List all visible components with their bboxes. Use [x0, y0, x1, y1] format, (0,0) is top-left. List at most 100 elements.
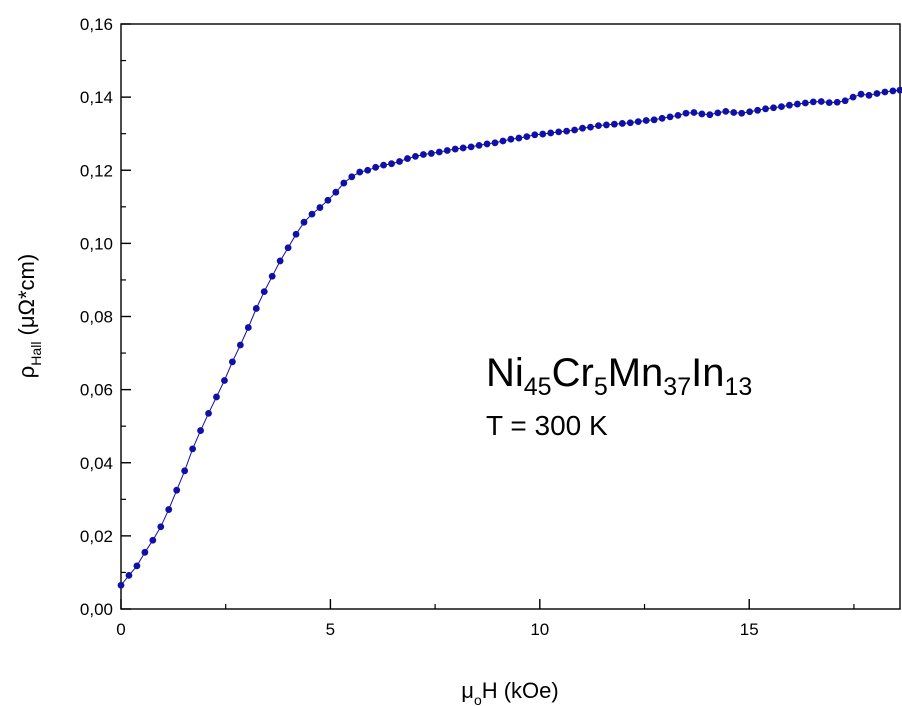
data-point	[865, 91, 873, 99]
data-point	[690, 109, 698, 116]
data-point	[404, 155, 411, 162]
data-point	[618, 120, 626, 127]
data-point	[316, 204, 324, 211]
y-tick-label: 0,08	[80, 308, 113, 327]
data-point	[571, 126, 578, 134]
data-point	[626, 119, 634, 127]
data-point	[308, 210, 316, 218]
data-point	[236, 341, 244, 349]
data-point	[555, 128, 563, 136]
y-tick-label: 0,12	[80, 161, 113, 180]
data-point	[539, 130, 547, 138]
data-point	[809, 98, 817, 106]
data-point	[658, 114, 666, 122]
data-point	[181, 467, 189, 475]
data-point	[889, 87, 897, 95]
data-point	[300, 218, 308, 226]
data-point	[563, 127, 571, 135]
data-point	[714, 109, 722, 117]
data-point	[467, 143, 475, 151]
data-point	[205, 409, 212, 417]
data-point	[284, 244, 292, 252]
data-point	[356, 168, 364, 176]
data-point	[587, 123, 594, 131]
data-point	[451, 145, 459, 153]
data-point	[674, 112, 682, 119]
x-tick-label: 10	[530, 620, 549, 639]
data-point	[762, 105, 769, 113]
data-point	[149, 536, 157, 544]
data-point	[746, 108, 754, 116]
y-tick-label: 0,04	[80, 454, 113, 473]
data-point	[396, 158, 403, 165]
data-point	[857, 90, 865, 98]
data-point	[324, 196, 332, 204]
plot-area	[117, 86, 902, 589]
data-point	[841, 97, 849, 105]
data-point	[515, 134, 523, 142]
compound-formula-annotation: Ni45Cr5Mn37In13	[486, 351, 752, 401]
y-tick-label: 0,06	[80, 381, 113, 400]
data-point	[348, 173, 356, 181]
data-point	[730, 109, 738, 116]
data-point	[666, 113, 674, 121]
data-point	[117, 581, 125, 589]
data-point	[165, 506, 173, 513]
data-point	[523, 133, 531, 141]
data-point	[531, 131, 539, 139]
data-point	[491, 139, 499, 147]
y-tick-label: 0,02	[80, 527, 113, 546]
data-point	[412, 152, 419, 160]
data-point	[483, 140, 491, 148]
data-point	[157, 523, 165, 531]
axis-ticks	[120, 23, 855, 610]
data-point	[698, 110, 706, 118]
data-point	[221, 377, 228, 384]
data-point	[189, 445, 197, 453]
data-point	[579, 124, 586, 132]
data-point	[778, 103, 785, 111]
data-point	[754, 106, 762, 114]
data-point	[229, 358, 236, 366]
data-point	[881, 88, 889, 96]
data-point	[213, 393, 220, 401]
data-point	[276, 257, 284, 265]
x-tick-label: 15	[740, 620, 759, 639]
data-point	[380, 161, 387, 169]
data-point	[873, 90, 881, 97]
data-point	[459, 144, 467, 152]
data-point	[896, 86, 902, 94]
data-point	[738, 109, 746, 117]
data-point	[475, 141, 483, 149]
data-point	[610, 120, 618, 128]
y-axis-title: ρHall (μΩ*cm)	[14, 254, 44, 378]
data-point	[292, 230, 300, 238]
temperature-annotation: T = 300 K	[486, 410, 608, 441]
plot-frame	[120, 23, 901, 610]
data-point	[642, 117, 650, 124]
data-point	[427, 150, 435, 157]
data-point	[443, 147, 451, 154]
data-point	[650, 116, 658, 124]
data-point	[364, 166, 372, 174]
x-tick-label: 0	[116, 620, 125, 639]
data-point	[141, 548, 149, 556]
data-point	[244, 324, 252, 331]
data-point	[817, 98, 825, 105]
data-point	[722, 107, 730, 115]
data-point	[372, 163, 380, 171]
data-point	[260, 288, 268, 296]
y-tick-label: 0,10	[80, 234, 113, 253]
data-point	[173, 486, 181, 494]
data-point	[682, 109, 690, 117]
data-point	[547, 129, 555, 137]
data-point	[634, 118, 642, 126]
data-point	[793, 100, 801, 108]
data-point	[197, 427, 204, 434]
y-tick-label: 0,00	[80, 600, 113, 619]
data-point	[133, 562, 141, 570]
data-point	[833, 98, 841, 106]
data-point	[825, 99, 833, 107]
data-point	[499, 137, 507, 145]
